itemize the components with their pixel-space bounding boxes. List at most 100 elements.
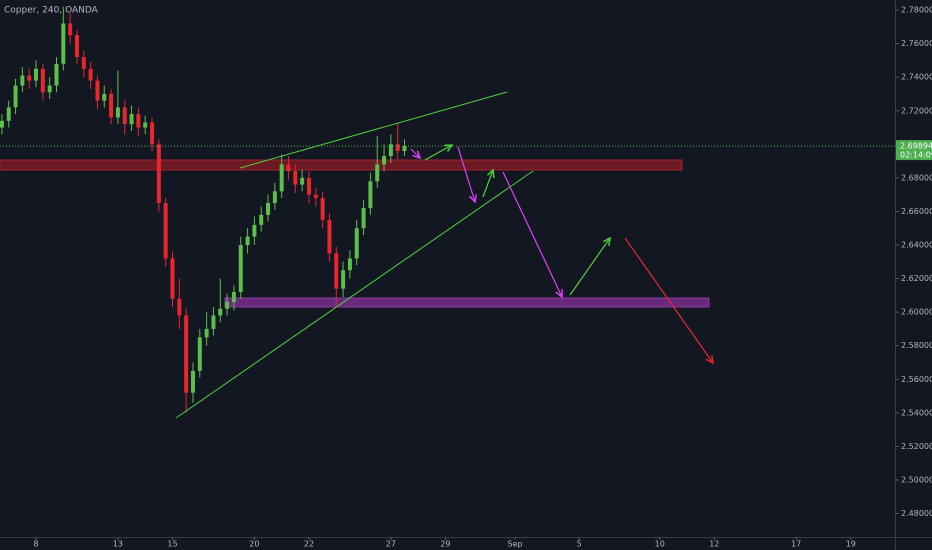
candle-body — [266, 203, 271, 215]
y-tick-label: 2.64000 — [901, 241, 932, 250]
y-tick-label: 2.72000 — [901, 106, 932, 115]
arrow — [482, 170, 493, 198]
candle-body — [218, 308, 223, 316]
candle-body — [61, 23, 66, 64]
trend-line — [175, 170, 534, 419]
candle-body — [347, 258, 352, 271]
x-tick-label: 5 — [577, 540, 582, 549]
candle-body — [225, 302, 230, 309]
candle-body — [68, 23, 73, 36]
y-tick-label: 2.66000 — [901, 207, 932, 216]
y-tick-label: 2.74000 — [901, 73, 932, 82]
y-tick-label: 2.76000 — [901, 39, 932, 48]
arrow — [569, 238, 610, 296]
candle-body — [136, 114, 141, 128]
candle-body — [368, 181, 373, 209]
candle-body — [388, 144, 393, 157]
y-tick-label: 2.78000 — [901, 6, 932, 15]
candle-body — [95, 80, 100, 101]
candle-body — [20, 75, 25, 86]
candle-body — [13, 85, 18, 108]
candle-body — [150, 122, 155, 145]
candle-body — [252, 224, 257, 237]
candles — [0, 6, 407, 413]
trend-line — [239, 91, 508, 169]
support-zone — [224, 297, 710, 308]
candle-body — [143, 122, 148, 128]
candle-body — [361, 208, 366, 229]
candle-body — [204, 328, 209, 338]
candle-body — [354, 228, 359, 259]
x-tick-label: 13 — [113, 540, 123, 549]
arrow — [502, 171, 562, 297]
y-tick-label: 2.68000 — [901, 173, 932, 182]
chart-title: Copper, 240, OANDA — [4, 6, 99, 16]
candle-body — [300, 177, 305, 185]
candle-body — [402, 145, 407, 152]
drawings — [0, 159, 710, 308]
candle-body — [115, 107, 120, 118]
countdown-label: 02:14:09 — [900, 151, 932, 160]
y-tick-label: 2.52000 — [901, 442, 932, 451]
x-tick-label: 10 — [655, 540, 665, 549]
candle-body — [129, 114, 134, 125]
candle-body — [54, 63, 59, 86]
candle-body — [238, 245, 243, 292]
candle-body — [327, 219, 332, 254]
x-tick-label: 29 — [440, 540, 450, 549]
arrow — [457, 146, 475, 202]
candle-body — [382, 156, 387, 165]
candle-body — [109, 93, 114, 118]
drawings — [175, 91, 713, 419]
arrow — [424, 145, 452, 161]
candle-body — [259, 214, 264, 225]
y-tick-label: 2.60000 — [901, 308, 932, 317]
candle-body — [156, 144, 161, 204]
candle-body — [293, 171, 298, 185]
resistance-zone — [0, 159, 683, 171]
x-tick-label: 15 — [167, 540, 177, 549]
arrow — [410, 148, 420, 158]
x-tick-label: 22 — [304, 540, 314, 549]
candle-body — [184, 315, 189, 393]
candle-body — [40, 68, 45, 93]
candle-body — [190, 370, 195, 393]
y-tick-label: 2.56000 — [901, 375, 932, 384]
candle-body — [286, 164, 291, 172]
y-tick-label: 2.54000 — [901, 408, 932, 417]
candle-body — [341, 270, 346, 289]
y-tick-label: 2.62000 — [901, 274, 932, 283]
candle-body — [74, 35, 79, 58]
x-tick-label: 19 — [846, 540, 856, 549]
candle-body — [163, 203, 168, 259]
current-price-label: 2.69894 — [900, 142, 932, 151]
candle-body — [81, 57, 86, 69]
candle-body — [375, 164, 380, 182]
candle-body — [34, 68, 39, 81]
y-tick-label: 2.58000 — [901, 341, 932, 350]
candle-body — [320, 198, 325, 220]
candle-body — [122, 107, 127, 125]
x-tick-label: 17 — [791, 540, 801, 549]
candle-body — [279, 164, 284, 192]
y-tick-label: 2.50000 — [901, 475, 932, 484]
candle-body — [88, 68, 93, 81]
candle-body — [306, 177, 311, 195]
candle-body — [245, 236, 250, 246]
candle-body — [334, 253, 339, 289]
x-tick-label: 8 — [33, 540, 38, 549]
x-tick-label: 27 — [386, 540, 396, 549]
candle-body — [313, 194, 318, 199]
candle-body — [6, 107, 11, 121]
candle-body — [0, 120, 4, 128]
candle-body — [272, 191, 277, 204]
candle-body — [27, 75, 32, 81]
candle-body — [231, 291, 236, 303]
arrow — [624, 237, 713, 363]
candle-body — [211, 315, 216, 329]
current-price-box — [896, 140, 932, 161]
candle-body — [47, 85, 52, 93]
candle-body — [102, 93, 107, 101]
